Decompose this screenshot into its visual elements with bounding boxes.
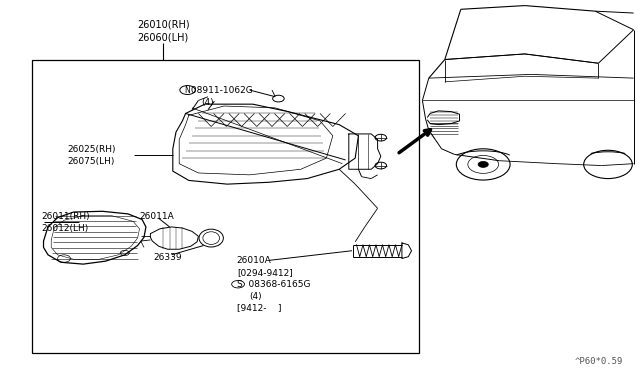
- Text: (4): (4): [202, 98, 214, 107]
- Text: [9412-    ]: [9412- ]: [237, 304, 282, 312]
- Text: 26010(RH): 26010(RH): [137, 19, 189, 29]
- Circle shape: [478, 161, 488, 167]
- Bar: [32, 60, 419, 353]
- Text: 26339: 26339: [154, 253, 182, 262]
- Text: 26075(LH): 26075(LH): [67, 157, 115, 166]
- Text: 26012(LH): 26012(LH): [42, 224, 89, 233]
- Text: ^P60*0.59: ^P60*0.59: [574, 357, 623, 366]
- Text: (4): (4): [250, 292, 262, 301]
- Text: S  08368-6165G: S 08368-6165G: [237, 280, 310, 289]
- Text: 26011A: 26011A: [140, 212, 174, 221]
- Text: N: N: [185, 86, 190, 94]
- Text: 26060(LH): 26060(LH): [138, 32, 189, 42]
- Text: 26025(RH): 26025(RH): [67, 145, 116, 154]
- Text: 26011(RH): 26011(RH): [42, 212, 90, 221]
- Text: 26010A: 26010A: [237, 256, 271, 265]
- Text: [0294-9412]: [0294-9412]: [237, 268, 292, 277]
- Text: 08911-1062G: 08911-1062G: [188, 86, 252, 94]
